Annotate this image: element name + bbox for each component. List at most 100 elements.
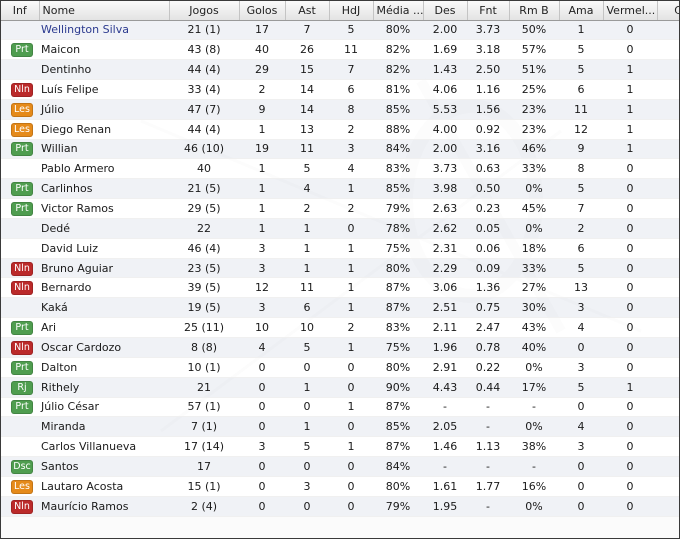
table-row[interactable]: Wellington Silva 21 (1) 17 7 5 80% 2.00 3.73 50%… bbox=[1, 20, 679, 41]
status-badge[interactable]: Dsc bbox=[11, 459, 33, 474]
cell-ast: 26 bbox=[285, 39, 329, 61]
player-name[interactable]: Oscar Cardozo bbox=[39, 337, 169, 358]
player-name[interactable]: Maurício Ramos bbox=[39, 496, 169, 517]
cell-vermelhos: 0 bbox=[603, 39, 657, 61]
status-badge[interactable]: Prt bbox=[11, 182, 33, 197]
cell-hdj: 1 bbox=[329, 277, 373, 299]
player-name[interactable]: Pablo Armero bbox=[39, 158, 169, 180]
cell-ama: 3 bbox=[559, 297, 603, 319]
player-name[interactable]: Wellington Silva bbox=[39, 20, 169, 41]
player-name[interactable]: Lautaro Acosta bbox=[39, 476, 169, 497]
column-header-hdj[interactable]: HdJ bbox=[329, 1, 374, 21]
cell-media: 87% bbox=[373, 436, 423, 458]
player-name[interactable]: Júlio bbox=[39, 99, 169, 120]
player-name[interactable]: Victor Ramos bbox=[39, 198, 169, 219]
column-header-vermelhos[interactable]: Vermel... bbox=[603, 1, 658, 21]
column-header-media[interactable]: Média ... bbox=[373, 1, 424, 21]
table-row[interactable]: Nln Oscar Cardozo 8 (8) 4 5 1 75% 1.96 0.78 40% 0 0… bbox=[1, 337, 679, 358]
status-badge[interactable]: Les bbox=[11, 122, 33, 137]
player-name[interactable]: Diego Renan bbox=[39, 119, 169, 140]
status-badge[interactable]: Nln bbox=[11, 340, 33, 355]
status-badge[interactable]: Prt bbox=[11, 360, 33, 375]
table-row[interactable]: Nln Bruno Aguiar 23 (5) 3 1 1 80% 2.29 0.09 33% 5 0… bbox=[1, 258, 679, 279]
player-name[interactable]: Maicon bbox=[39, 39, 169, 61]
cell-inf: Les bbox=[1, 119, 39, 140]
cell-media: 83% bbox=[373, 317, 423, 338]
cell-ama: 1 bbox=[559, 20, 603, 41]
table-row[interactable]: Les Diego Renan 44 (4) 1 13 2 88% 4.00 0.92 23% 12… bbox=[1, 119, 679, 140]
player-name[interactable]: David Luiz bbox=[39, 238, 169, 259]
column-header-rmb[interactable]: Rm B bbox=[509, 1, 560, 21]
column-header-ama[interactable]: Ama bbox=[559, 1, 604, 21]
column-header-ast[interactable]: Ast bbox=[285, 1, 330, 21]
player-name[interactable]: Júlio César bbox=[39, 397, 169, 418]
cell-vermelhos: 1 bbox=[603, 377, 657, 398]
status-badge[interactable]: Prt bbox=[11, 400, 33, 415]
cell-rmb: 0% bbox=[509, 357, 559, 378]
column-header-fnt[interactable]: Fnt bbox=[467, 1, 510, 21]
column-header-cl-med[interactable]: Cl Med bbox=[657, 1, 679, 21]
status-badge[interactable]: Nln bbox=[11, 82, 33, 97]
status-badge[interactable]: Nln bbox=[11, 261, 33, 276]
player-name[interactable]: Bernardo bbox=[39, 277, 169, 299]
status-badge[interactable]: Nln bbox=[11, 281, 33, 296]
column-header-inf[interactable]: Inf bbox=[1, 1, 40, 21]
player-name[interactable]: Ari bbox=[39, 317, 169, 338]
cell-inf bbox=[1, 20, 39, 41]
column-header-nome[interactable]: Nome bbox=[39, 1, 170, 21]
player-name[interactable]: Dalton bbox=[39, 357, 169, 378]
cell-rmb: 57% bbox=[509, 39, 559, 61]
player-name[interactable]: Dedé bbox=[39, 218, 169, 239]
status-badge[interactable]: Prt bbox=[11, 142, 33, 157]
column-header-jogos[interactable]: Jogos bbox=[169, 1, 240, 21]
status-badge[interactable]: Les bbox=[11, 479, 33, 494]
status-badge[interactable]: Prt bbox=[11, 43, 33, 58]
player-name[interactable]: Santos bbox=[39, 456, 169, 477]
player-name[interactable]: Carlinhos bbox=[39, 178, 169, 200]
cell-rmb: 23% bbox=[509, 99, 559, 120]
column-header-golos[interactable]: Golos bbox=[239, 1, 286, 21]
player-name[interactable]: Willian bbox=[39, 139, 169, 160]
status-badge[interactable]: Rj bbox=[11, 380, 33, 395]
column-header-des[interactable]: Des bbox=[423, 1, 468, 21]
player-name[interactable]: Kaká bbox=[39, 297, 169, 319]
table-row[interactable]: Prt Victor Ramos 29 (5) 1 2 2 79% 2.63 0.23 45% 7 0… bbox=[1, 198, 679, 219]
table-row[interactable]: Les Lautaro Acosta 15 (1) 0 3 0 80% 1.61 1.77 16%… bbox=[1, 476, 679, 497]
player-name[interactable]: Bruno Aguiar bbox=[39, 258, 169, 279]
player-name[interactable]: Dentinho bbox=[39, 59, 169, 81]
status-badge[interactable]: Les bbox=[11, 102, 33, 117]
cell-inf bbox=[1, 416, 39, 438]
player-name[interactable]: Miranda bbox=[39, 416, 169, 438]
cell-hdj: 1 bbox=[329, 436, 373, 458]
cell-inf: Prt bbox=[1, 39, 39, 61]
table-row[interactable]: Carlos Villanueva 17 (14) 3 5 1 87% 1.46 1.13 38… bbox=[1, 436, 679, 458]
cell-ast: 6 bbox=[285, 297, 329, 319]
table-row[interactable]: Nln Luís Felipe 33 (4) 2 14 6 81% 4.06 1.16 25% 6 1… bbox=[1, 79, 679, 100]
cell-hdj: 6 bbox=[329, 79, 373, 100]
cell-fnt: 1.77 bbox=[467, 476, 509, 497]
status-badge[interactable]: Nln bbox=[11, 499, 33, 514]
status-badge[interactable]: Prt bbox=[11, 321, 33, 336]
player-name[interactable]: Carlos Villanueva bbox=[39, 436, 169, 458]
player-name[interactable]: Luís Felipe bbox=[39, 79, 169, 100]
player-name[interactable]: Rithely bbox=[39, 377, 169, 398]
cell-jogos: 15 (1) bbox=[169, 476, 239, 497]
status-badge[interactable]: Prt bbox=[11, 202, 33, 217]
